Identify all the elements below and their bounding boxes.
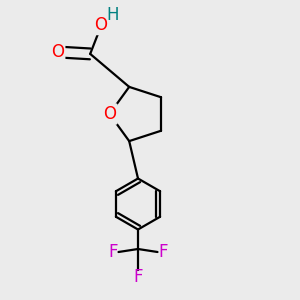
Text: O: O xyxy=(103,105,116,123)
Text: F: F xyxy=(133,268,143,286)
Text: H: H xyxy=(106,6,119,24)
Text: O: O xyxy=(52,44,64,62)
Text: F: F xyxy=(158,243,168,261)
Text: O: O xyxy=(94,16,107,34)
Text: F: F xyxy=(108,243,118,261)
